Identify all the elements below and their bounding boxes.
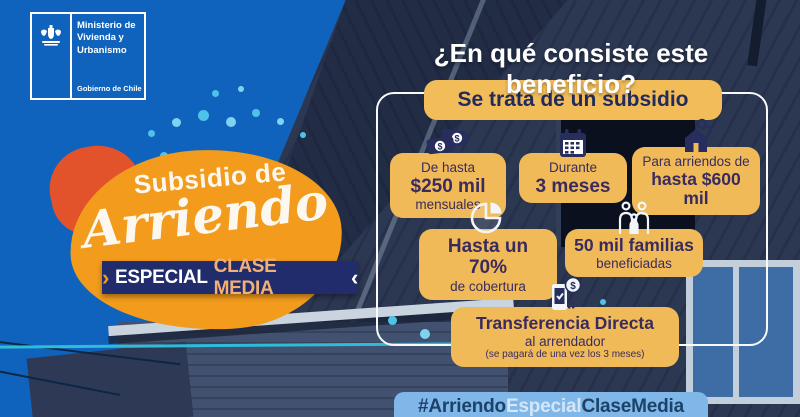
chevron-right-icon: › bbox=[102, 264, 110, 290]
decorative-dot bbox=[600, 299, 606, 305]
decorative-dot bbox=[300, 132, 306, 138]
chile-coat-of-arms-icon bbox=[32, 14, 72, 98]
decorative-dot bbox=[420, 329, 430, 339]
hashtag-part1: #Arriendo bbox=[417, 396, 506, 417]
benefit-70-cobertura: Hasta un 70% de cobertura bbox=[419, 200, 557, 301]
decorative-dot bbox=[172, 118, 181, 127]
money-bills-icon: $ $ bbox=[425, 124, 471, 160]
ministry-line3: Urbanismo bbox=[77, 44, 127, 56]
benefit-line: (se pagará de una vez los 3 meses) bbox=[485, 349, 645, 361]
benefit-line: Durante bbox=[548, 160, 598, 175]
benefit-line: $250 mil bbox=[410, 175, 486, 197]
benefit-pill: Hasta un 70% de cobertura bbox=[419, 229, 557, 301]
banner-word-especial: ESPECIAL bbox=[115, 266, 208, 288]
keys-house-icon bbox=[677, 118, 715, 154]
decorative-dot bbox=[198, 110, 209, 121]
family-icon bbox=[615, 200, 653, 236]
decorative-dot bbox=[252, 109, 260, 117]
svg-text:$: $ bbox=[570, 281, 576, 292]
window-blue bbox=[686, 260, 800, 404]
gobierno-de-chile-label: Gobierno de Chile bbox=[77, 84, 142, 93]
window-frame-bar bbox=[733, 267, 739, 397]
svg-text:$: $ bbox=[437, 142, 442, 152]
benefit-line: de cobertura bbox=[450, 278, 526, 294]
house-far-left bbox=[26, 341, 194, 417]
pie-chart-icon bbox=[470, 200, 506, 236]
benefit-transferencia-directa: $ Transferencia Directa al arrendador (s… bbox=[451, 276, 679, 368]
benefit-pill: Transferencia Directa al arrendador (se … bbox=[451, 307, 679, 368]
ministry-name: Ministerio de Vivienda y Urbanismo Gobie… bbox=[72, 14, 144, 98]
hashtag-part2: Especial bbox=[505, 396, 582, 417]
benefit-pill: Para arriendos de hasta $600 mil bbox=[632, 147, 760, 215]
benefit-line: 3 meses bbox=[535, 175, 611, 197]
decorative-dot bbox=[226, 117, 236, 127]
benefit-line: Transferencia Directa bbox=[475, 313, 654, 333]
hashtag-banner: #ArriendoEspecialClaseMedia bbox=[394, 392, 708, 417]
especial-clase-media-banner: › ESPECIAL CLASE MEDIA ‹ bbox=[102, 256, 358, 299]
benefit-line: 50 mil familias bbox=[574, 235, 694, 255]
chevron-left-icon: ‹ bbox=[350, 264, 358, 290]
benefit-line: Para arriendos de bbox=[642, 154, 750, 169]
benefit-600-mil: Para arriendos de hasta $600 mil bbox=[632, 118, 760, 215]
banner-word-clase-media: CLASE MEDIA bbox=[213, 255, 277, 299]
decorative-dot bbox=[388, 316, 397, 325]
benefit-line: hasta $600 mil bbox=[651, 168, 741, 209]
benefit-pill: Durante 3 meses bbox=[519, 153, 627, 203]
phone-transfer-icon: $ bbox=[545, 276, 585, 314]
hashtag-part3: ClaseMedia bbox=[581, 396, 684, 417]
benefit-line: al arrendador bbox=[524, 333, 606, 349]
benefit-50-mil-familias: 50 mil familias beneficiadas bbox=[565, 200, 703, 278]
decorative-dot bbox=[212, 90, 219, 97]
decorative-dot bbox=[277, 118, 284, 125]
decorative-dot bbox=[238, 86, 244, 92]
page-title: ¿En qué consiste este beneficio? bbox=[433, 38, 709, 99]
ministry-line1: Ministerio de bbox=[77, 20, 136, 31]
decorative-dot bbox=[148, 130, 155, 137]
benefit-line: mensuales bbox=[415, 196, 481, 212]
benefit-line: De hasta bbox=[420, 160, 476, 175]
ministry-line2: Vivienda y bbox=[77, 32, 124, 44]
benefit-line: beneficiadas bbox=[596, 255, 672, 271]
lead-pill: Se trata de un subsidio bbox=[424, 80, 722, 120]
benefit-3-meses: Durante 3 meses bbox=[519, 124, 627, 203]
benefit-line: Hasta un 70% bbox=[447, 236, 529, 279]
calendar-icon bbox=[557, 124, 589, 160]
svg-text:$: $ bbox=[454, 134, 459, 144]
benefit-pill: 50 mil familias beneficiadas bbox=[565, 229, 703, 278]
minvu-logo: Ministerio de Vivienda y Urbanismo Gobie… bbox=[30, 12, 146, 100]
